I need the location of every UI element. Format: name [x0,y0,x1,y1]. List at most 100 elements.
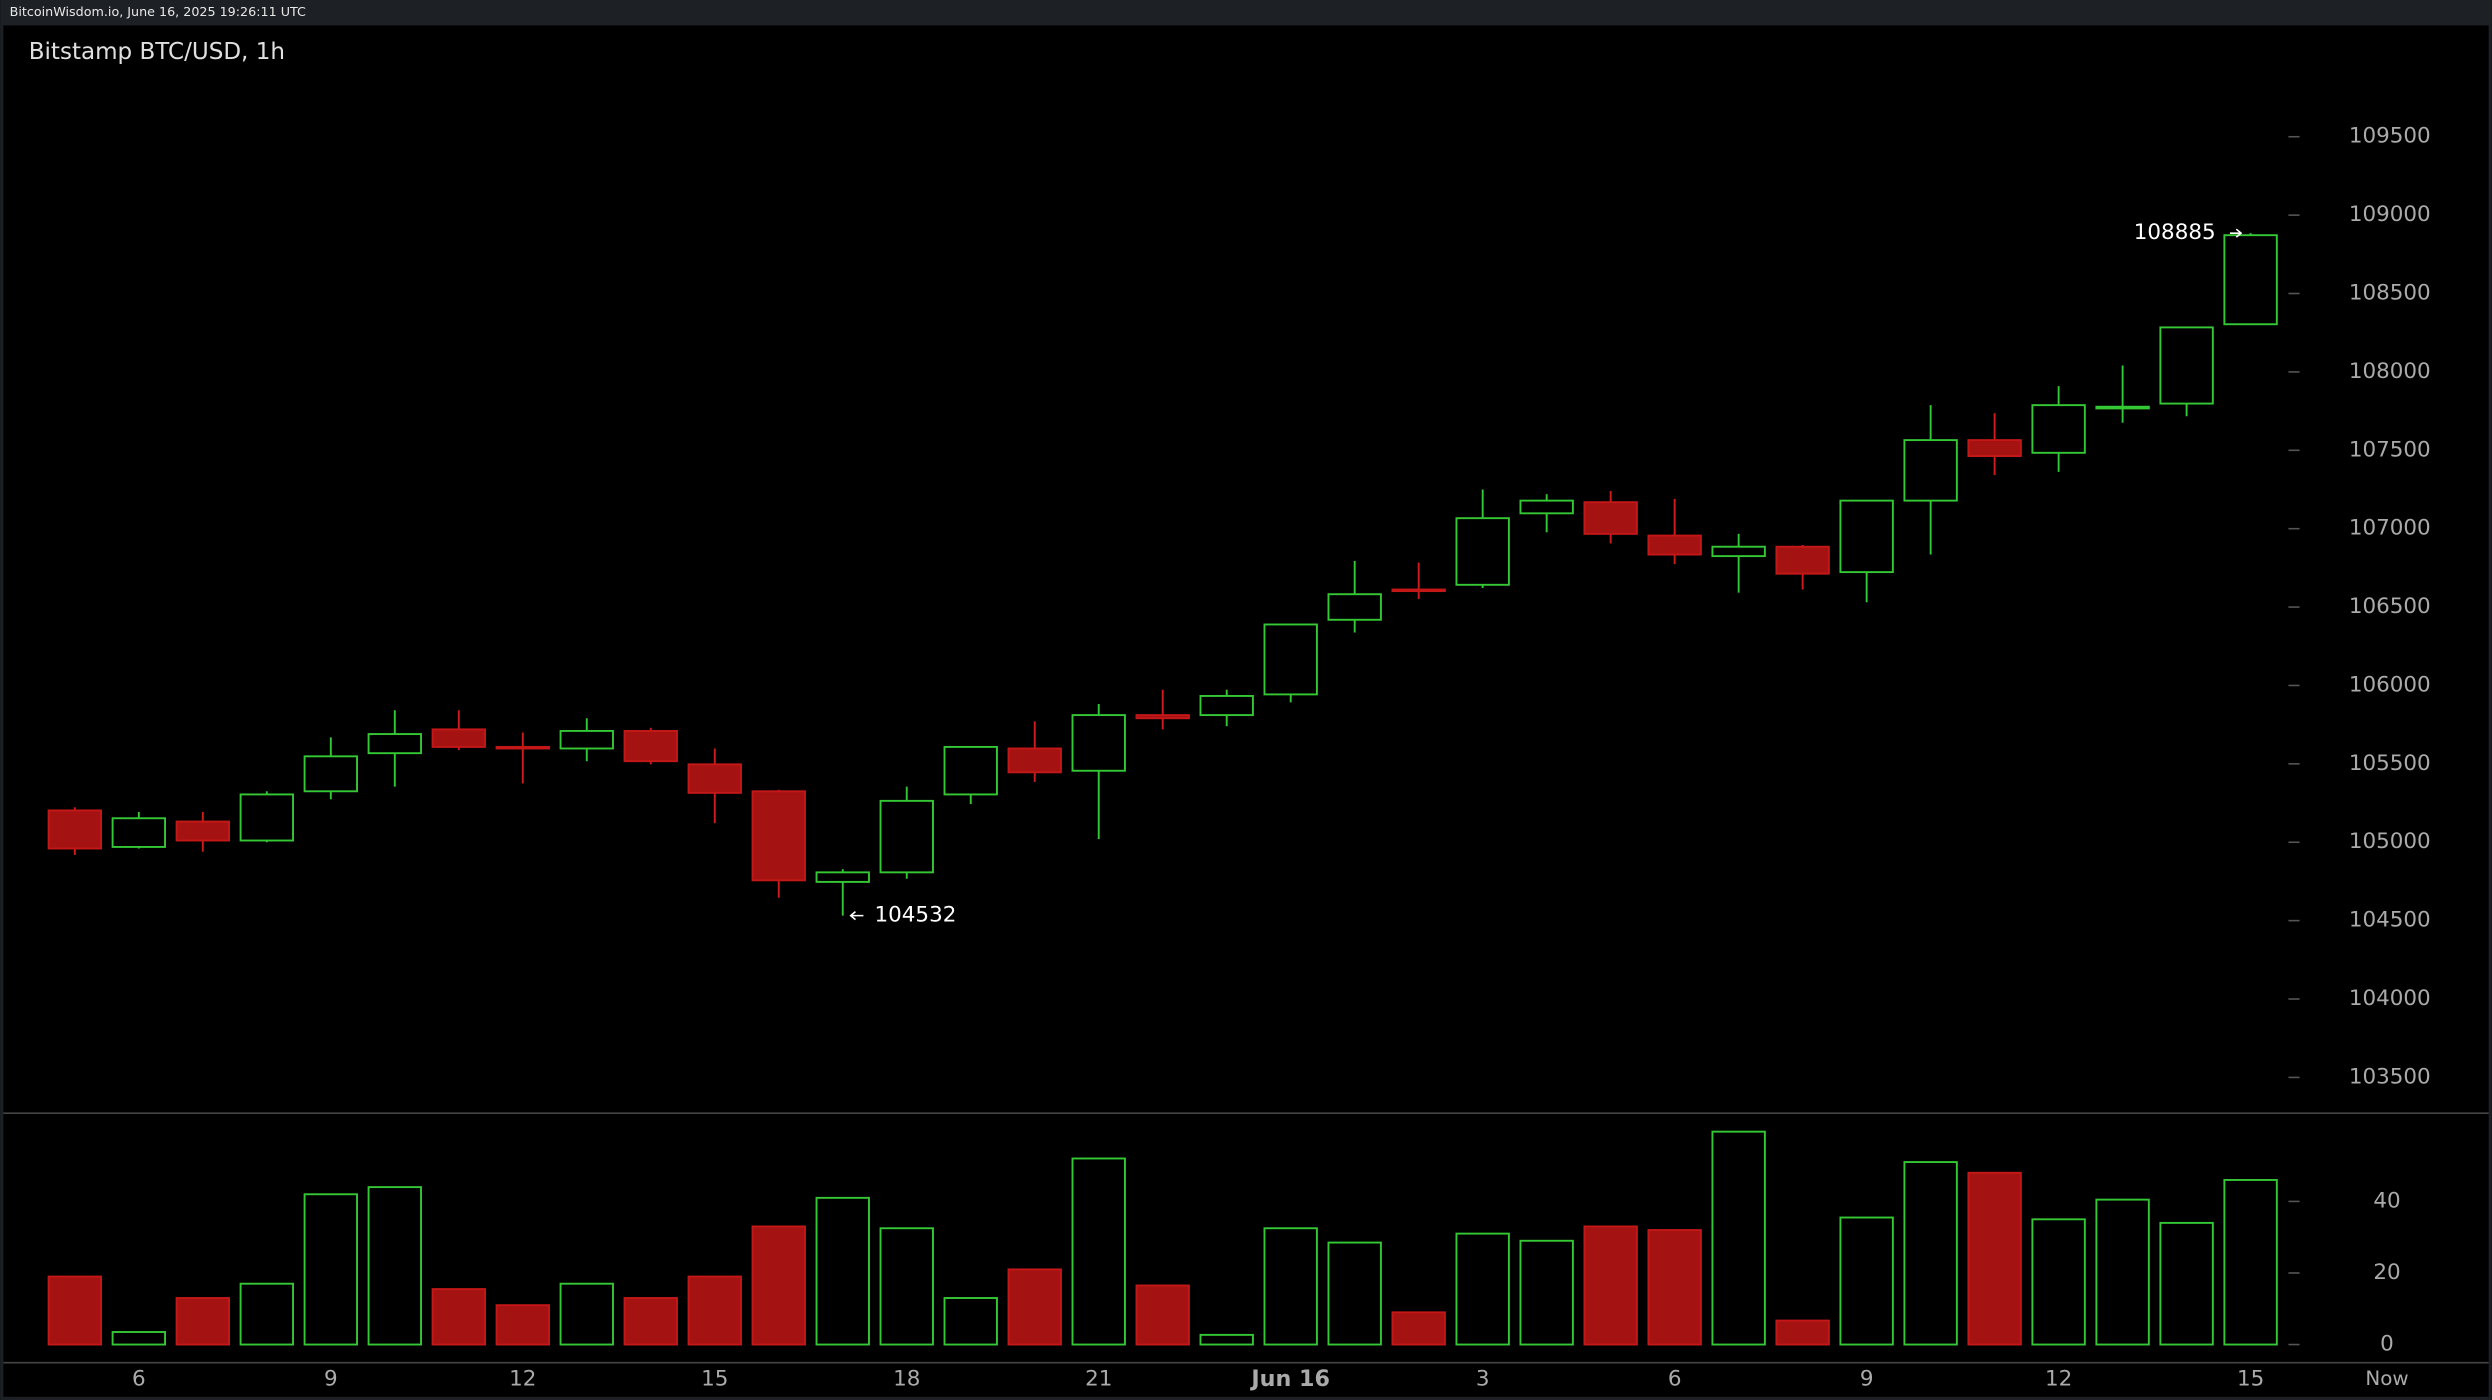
volume-bar [1967,1171,2022,1346]
volume-bar [1007,1268,1062,1346]
candle-body [879,799,934,874]
candle-body [175,820,230,842]
candle-body [687,763,742,794]
volume-bar [175,1297,230,1346]
volume-bar [1711,1130,1766,1346]
volume-bar [47,1275,103,1346]
volume-bar [751,1225,806,1346]
candle-body [1775,545,1830,575]
y-tick-label: 106000 [2349,672,2431,697]
volume-bar [1327,1241,1382,1346]
y-tick-label: 107000 [2349,516,2431,541]
candle-body [1839,499,1894,574]
y-tick-label: 105000 [2349,829,2431,854]
volume-bar [111,1331,166,1346]
candle-body [1007,747,1062,774]
candle-body [111,817,166,848]
volume-bar [2031,1218,2086,1346]
x-tick-label: 21 [1085,1366,1112,1391]
candle-body [1519,499,1574,515]
candle-body [623,729,678,763]
candle-body [1455,517,1510,586]
y-tick-label: 106500 [2349,594,2431,619]
volume-bar [2095,1198,2150,1346]
candle-body [367,733,422,755]
y-tick-label: 108500 [2349,281,2431,306]
header: BitcoinWisdom.io, June 16, 2025 19:26:11… [10,4,306,19]
candle-body [1967,439,2022,458]
candle-body [559,729,614,750]
candle-body [1647,534,1702,556]
volume-bar [1071,1157,1126,1346]
x-tick-label: 9 [324,1366,338,1391]
volume-tick-label: 20 [2373,1260,2400,1285]
x-tick-label: 3 [1476,1366,1490,1391]
y-tick-label: 105500 [2349,751,2431,776]
volume-bar [1775,1319,1830,1346]
candle-body [751,790,806,882]
y-tick-label: 108000 [2349,359,2431,384]
low-annotation: 104532 [875,903,957,928]
x-tick-label: Jun 16 [1249,1366,1330,1392]
volume-bar [1903,1161,1958,1346]
x-tick-label: 15 [2237,1366,2264,1391]
candle-body [495,745,550,750]
candle-body [2223,234,2278,326]
candle-body [239,793,294,842]
x-tick-label: 6 [1668,1366,1682,1391]
high-annotation: 108885 [2134,220,2216,245]
volume-bar [1199,1333,1254,1346]
x-end-label: Now [2365,1367,2408,1390]
candle-body [2095,405,2150,410]
y-tick-label: 109000 [2349,202,2431,227]
x-tick-label: 9 [1860,1366,1874,1391]
x-tick-label: 18 [893,1366,920,1391]
volume-bar [367,1186,422,1346]
volume-bar [815,1196,870,1346]
candle-body [1327,593,1382,621]
volume-bar [623,1297,678,1346]
candle-body [1583,501,1638,535]
volume-bar [2223,1178,2278,1346]
candle-body [815,871,870,883]
y-tick-label: 104000 [2349,986,2431,1011]
candle-body [2031,404,2086,454]
volume-tick-label: 40 [2373,1188,2400,1213]
x-tick-label: 12 [2045,1366,2072,1391]
volume-bar [1455,1232,1510,1346]
candle-body [1071,714,1126,772]
volume-bar [559,1282,614,1346]
candle-body [1263,623,1318,696]
x-tick-label: 6 [132,1366,146,1391]
volume-bar [1647,1229,1702,1346]
volume-bar [1135,1284,1190,1346]
candle-body [2159,326,2214,405]
candle-body [47,809,103,850]
volume-bar [687,1275,742,1346]
volume-bar [239,1282,294,1346]
candle-body [431,728,486,748]
annotation-arrow [849,911,864,921]
y-tick-label: 103500 [2349,1064,2431,1089]
y-tick-label: 104500 [2349,908,2431,933]
candle-body [1391,588,1446,593]
candle-body [1903,439,1958,502]
candle-body [1135,714,1190,720]
volume-bar [1839,1216,1894,1346]
annotation-arrow [2229,228,2243,238]
volume-tick-label: 0 [2380,1332,2394,1357]
volume-bar [943,1297,998,1346]
volume-bar [1583,1225,1638,1346]
candle-body [943,745,998,796]
volume-bar [1391,1311,1446,1346]
candle-body [303,755,358,793]
x-tick-label: 15 [701,1366,728,1391]
candle-body [1711,545,1766,558]
volume-bar [303,1193,358,1346]
volume-bar [879,1227,934,1346]
volume-bar [1263,1227,1318,1346]
y-tick-label: 107500 [2349,437,2431,462]
volume-bar [1519,1239,1574,1346]
chart-title: Bitstamp BTC/USD, 1h [29,39,285,65]
